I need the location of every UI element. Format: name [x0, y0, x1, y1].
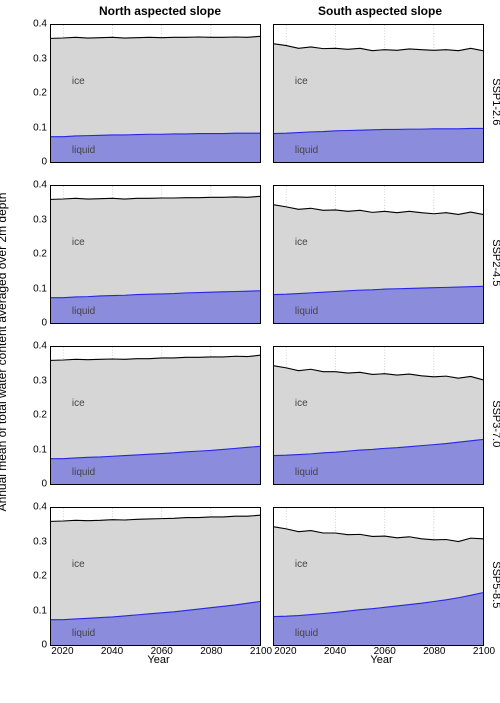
plot-area: ice liquid: [273, 24, 484, 163]
annot-liquid: liquid: [72, 467, 95, 478]
annot-ice: ice: [295, 76, 308, 87]
plot-area: ice liquid: [50, 24, 261, 163]
ytick: 0.2: [33, 249, 47, 260]
annot-ice: ice: [72, 237, 85, 248]
annot-liquid: liquid: [295, 628, 318, 639]
annot-ice: ice: [72, 559, 85, 570]
annot-ice: ice: [72, 398, 85, 409]
ytick: 0.3: [33, 375, 47, 386]
xtick: 2100: [250, 646, 272, 657]
row-title: SSP3-7.0: [490, 400, 500, 447]
plot-area: ice liquid: [50, 185, 261, 324]
xtick: 2040: [324, 646, 346, 657]
ytick: 0.4: [33, 180, 47, 191]
plot-area: ice liquid: [273, 185, 484, 324]
annot-liquid: liquid: [295, 467, 318, 478]
panel-SSP3-7.0-south: iceliquidSSP3-7.0: [273, 346, 490, 503]
plot-area: ice liquid: [50, 507, 261, 646]
column-title-north: North aspected slope: [60, 4, 260, 18]
xtick: 2080: [200, 646, 222, 657]
xtick: 2020: [51, 646, 73, 657]
panel-SSP5-8.5-south: iceliquidSSP5-8.520202040206020802100Yea…: [273, 507, 490, 664]
plot-area: ice liquid: [273, 346, 484, 485]
ytick: 0.3: [33, 214, 47, 225]
row-title: SSP2-4.5: [490, 239, 500, 286]
ytick: 0: [41, 640, 47, 651]
ytick: 0.2: [33, 410, 47, 421]
row-title: SSP5-8.5: [490, 561, 500, 608]
ytick: 0.4: [33, 19, 47, 30]
xtick: 2080: [423, 646, 445, 657]
xtick: 2100: [473, 646, 495, 657]
xtick: 2040: [101, 646, 123, 657]
ytick: 0: [41, 157, 47, 168]
panel-SSP1-2.6-south: iceliquidSSP1-2.6: [273, 24, 490, 181]
annot-liquid: liquid: [72, 145, 95, 156]
annot-ice: ice: [295, 398, 308, 409]
annot-liquid: liquid: [72, 306, 95, 317]
y-axis-label: Annual mean of total water content avera…: [0, 192, 9, 511]
panel-SSP2-4.5-north: iceliquid00.10.20.30.4: [50, 185, 267, 342]
ytick: 0.1: [33, 122, 47, 133]
ytick: 0.3: [33, 536, 47, 547]
panel-SSP1-2.6-north: iceliquid00.10.20.30.4: [50, 24, 267, 181]
ytick: 0.4: [33, 341, 47, 352]
plot-area: ice liquid: [273, 507, 484, 646]
panel-SSP2-4.5-south: iceliquidSSP2-4.5: [273, 185, 490, 342]
ytick: 0.1: [33, 605, 47, 616]
annot-liquid: liquid: [72, 628, 95, 639]
xtick: 2020: [274, 646, 296, 657]
annot-ice: ice: [72, 76, 85, 87]
chart-grid: iceliquid00.10.20.30.4iceliquidSSP1-2.6i…: [50, 24, 490, 664]
ytick: 0.1: [33, 444, 47, 455]
column-title-south: South aspected slope: [280, 4, 480, 18]
ytick: 0.2: [33, 88, 47, 99]
panel-SSP5-8.5-north: iceliquid00.10.20.30.4202020402060208021…: [50, 507, 267, 664]
ytick: 0: [41, 318, 47, 329]
panel-SSP3-7.0-north: iceliquid00.10.20.30.4: [50, 346, 267, 503]
annot-liquid: liquid: [295, 306, 318, 317]
ytick: 0.4: [33, 502, 47, 513]
ytick: 0.3: [33, 53, 47, 64]
annot-ice: ice: [295, 559, 308, 570]
row-title: SSP1-2.6: [490, 78, 500, 125]
ytick: 0.2: [33, 571, 47, 582]
x-axis-label: Year: [370, 654, 392, 666]
x-axis-label: Year: [147, 654, 169, 666]
ytick: 0: [41, 479, 47, 490]
plot-area: ice liquid: [50, 346, 261, 485]
annot-liquid: liquid: [295, 145, 318, 156]
ytick: 0.1: [33, 283, 47, 294]
annot-ice: ice: [295, 237, 308, 248]
